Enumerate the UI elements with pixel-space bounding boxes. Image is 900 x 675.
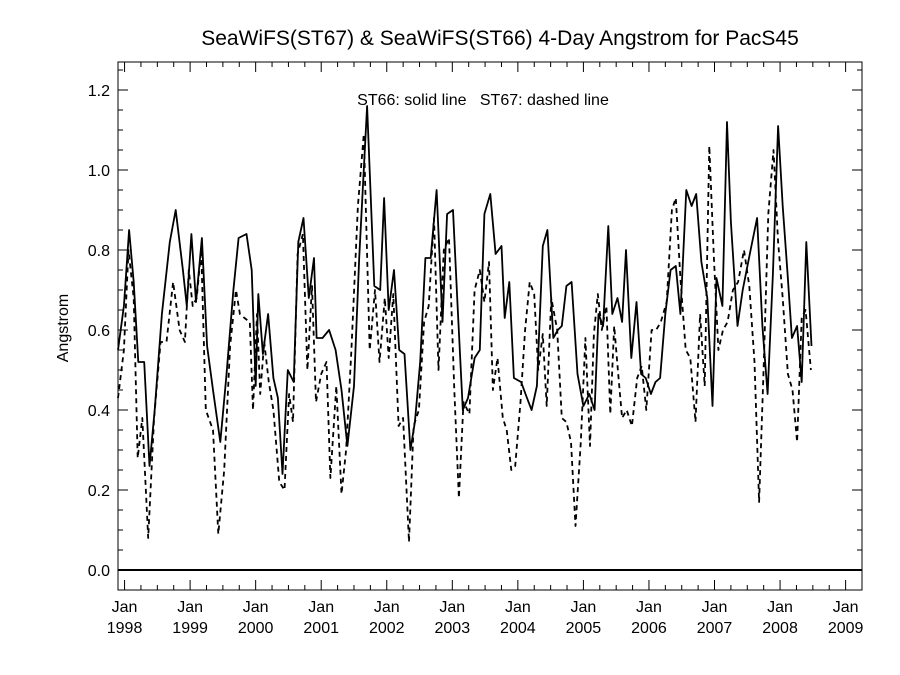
x-tick-month-label: Jan	[702, 599, 728, 616]
y-tick-label: 0.6	[88, 323, 110, 340]
x-tick-year-label: 2008	[762, 620, 798, 637]
y-tick-label: 0.4	[88, 403, 110, 420]
x-tick-year-label: 1998	[107, 620, 143, 637]
x-tick-month-label: Jan	[177, 599, 203, 616]
line-style-annotation: ST66: solid line ST67: dashed line	[357, 92, 609, 109]
y-tick-label: 0.2	[88, 483, 110, 500]
x-tick-year-label: 2004	[500, 620, 536, 637]
x-tick-year-label: 2003	[435, 620, 471, 637]
y-tick-label: 1.0	[88, 163, 110, 180]
x-tick-month-label: Jan	[374, 599, 400, 616]
x-tick-month-label: Jan	[112, 599, 138, 616]
y-axis-label: Angstrom	[55, 294, 72, 362]
y-tick-label: 0.8	[88, 243, 110, 260]
plot-area: 0.0 0.2 0.4 0.6 0.8 1.0 1.2 Jan 1998 Jan 1999 Jan 20…	[88, 61, 864, 637]
x-tick-month-label: Jan	[308, 599, 334, 616]
x-tick-year-label: 2000	[238, 620, 274, 637]
y-tick-label: 1.2	[88, 83, 110, 100]
x-tick-month-label: Jan	[571, 599, 597, 616]
x-tick-year-label: 2002	[369, 620, 405, 637]
plot-frame	[117, 61, 863, 591]
x-tick-year-label: 2001	[303, 620, 339, 637]
series-line-st66	[117, 105, 813, 475]
x-tick-year-label: 2007	[697, 620, 733, 637]
series-line-st67	[117, 133, 812, 543]
x-tick-year-label: 2005	[566, 620, 602, 637]
x-tick-month-label: Jan	[833, 599, 859, 616]
x-tick-year-label: 2009	[828, 620, 864, 637]
x-tick-year-label: 1999	[172, 620, 208, 637]
x-tick-month-label: Jan	[243, 599, 269, 616]
chart-title: SeaWiFS(ST67) & SeaWiFS(ST66) 4-Day Angs…	[201, 27, 799, 50]
x-tick-month-label: Jan	[636, 599, 662, 616]
x-tick-month-label: Jan	[505, 599, 531, 616]
y-tick-label: 0.0	[88, 563, 110, 580]
x-tick-month-label: Jan	[767, 599, 793, 616]
x-tick-year-label: 2006	[631, 620, 667, 637]
x-tick-month-label: Jan	[439, 599, 465, 616]
